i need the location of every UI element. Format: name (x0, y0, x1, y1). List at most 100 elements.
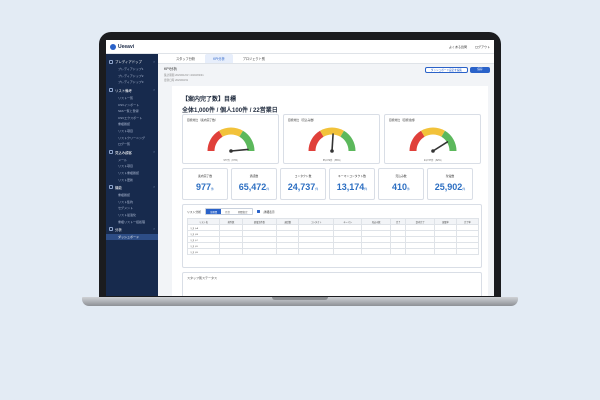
sidebar-item[interactable]: リスト最適化 (118, 212, 137, 217)
kpi-unit: 件 (211, 187, 215, 191)
sidebar-section-0[interactable]: プレディアドップ ˄ (106, 57, 158, 66)
save-button[interactable]: 保存 (470, 67, 490, 73)
gauge-green-arc (441, 130, 457, 152)
sidebar-item[interactable]: セグメント (118, 206, 134, 211)
kpi-value: 410 (391, 182, 407, 192)
gauge-caption: 24,737件（82%） (423, 159, 444, 162)
logout-link[interactable]: ログアウト (474, 44, 490, 49)
goal-block: 【案内完了数】目標 全体1,000件 / 個人100件 / 22営業日 (172, 86, 488, 114)
table-cell (241, 248, 278, 255)
gauge-needle (230, 148, 249, 152)
app-logo[interactable]: Ueeavi (110, 43, 134, 50)
table-cell (405, 248, 435, 255)
sidebar-item[interactable]: リスト項目 (118, 164, 134, 169)
segment-range[interactable]: 期間指定 (237, 210, 248, 214)
logo-icon (110, 43, 116, 50)
laptop-base (82, 297, 518, 306)
table-row[interactable]: リストE (186, 248, 480, 255)
list-analysis-title: リスト分析 (187, 209, 201, 214)
section-icon (109, 59, 113, 64)
gauge-hub (229, 149, 233, 153)
segment-all[interactable]: 全期間 (206, 209, 222, 214)
sidebar-item[interactable]: メール (118, 157, 128, 162)
sidebar-section-label: 分析 (115, 227, 122, 232)
sidebar-section-label: プレディアドップ (115, 60, 142, 64)
gauge-needle (432, 141, 449, 152)
kpi-value: 65,472 (238, 182, 267, 192)
gauge-yellow-arc (219, 127, 243, 137)
sidebar-item[interactable]: 重複リスト一括処理 (118, 219, 146, 224)
table-cell (276, 248, 300, 255)
table-cell (298, 248, 335, 255)
gauge-green-arc (239, 130, 255, 152)
staff-status-title: スタッフ別ステータス (187, 276, 218, 280)
sidebar-item[interactable]: リスト項目 (118, 129, 134, 134)
faq-link[interactable]: よくある質問 (448, 44, 467, 49)
kpi-value: 25,902 (434, 182, 463, 192)
kpi-card: 見込み数 410件 (378, 168, 424, 200)
kpi-card: コンタクト数 24,737件 (280, 168, 326, 200)
detail-checkbox[interactable] (256, 210, 260, 213)
kpi-unit: 件 (266, 187, 270, 191)
gauge-title: 目標対比（見込み数） (288, 118, 316, 122)
gauge-card: 目標対比（見込み数） 65,472件（65%） (283, 114, 380, 164)
sidebar-item[interactable]: SFA一覧と登録 (118, 109, 139, 114)
sidebar-item[interactable]: リスト更新 (118, 177, 134, 182)
table-cell (455, 248, 480, 255)
period-text: 集計期間 2023/01/01〜2023/03/31 (164, 74, 204, 77)
edit-dashboard-button[interactable]: ダッシュボード設定を編集 (424, 67, 468, 73)
gauge-card: 目標対比（案内完了数） 977件（97%） (182, 114, 279, 164)
sidebar-item[interactable]: プレディアドップ2 (118, 73, 144, 78)
page-subheader: KPI分析 集計期間 2023/01/01〜2023/03/31 更新日時 20… (158, 64, 494, 86)
sidebar-section-4[interactable]: 分析 ˄ (106, 225, 158, 234)
kpi-card: 案内完了数 977件 (182, 168, 228, 200)
sidebar-item[interactable]: 重複確認 (118, 122, 131, 127)
kpi-value-wrap: 977件 (183, 182, 227, 192)
main-area: スタッフ分析 KPI分析 プロジェクト別 KPI分析 集計期間 2023/01/… (158, 54, 494, 296)
sidebar-item[interactable]: CSVエクスポート (118, 115, 143, 120)
chevron-up-icon: ˄ (153, 185, 155, 190)
sidebar-item[interactable]: プレディアドップ1 (118, 67, 144, 72)
section-icon (109, 150, 113, 155)
table-row[interactable]: リストD (186, 242, 480, 249)
sidebar-item[interactable]: リスト重複確認 (118, 171, 140, 176)
sidebar-item[interactable]: CSVインポート (118, 102, 140, 107)
gauge-yellow-arc (320, 127, 344, 137)
kpi-value-wrap: 13,174件 (330, 182, 374, 192)
tab-kpi[interactable]: KPI分析 (205, 54, 233, 63)
sidebar-section-3[interactable]: 機能 ˄ (106, 183, 158, 192)
tab-project[interactable]: プロジェクト別 (242, 57, 265, 61)
gauge-red-arc (409, 130, 425, 152)
sidebar-item[interactable]: リスト集約 (118, 199, 134, 204)
sidebar-item[interactable]: 重複確認 (118, 193, 131, 198)
chevron-up-icon: ˄ (153, 59, 155, 64)
sidebar-section-label: リスト備考 (115, 88, 132, 93)
sidebar-item[interactable]: ダッシュボード (106, 233, 158, 241)
sidebar-section-2[interactable]: 見込み顧客 ˄ (106, 148, 158, 157)
kpi-card: 架電数 25,902件 (427, 168, 473, 200)
segment-monthly[interactable]: 月次 (225, 210, 230, 214)
laptop-screen: Ueeavi よくある質問 ログアウト プレディアドップ ˄ プレディアドップ1 プレ… (106, 40, 494, 296)
kpi-label: 架電数 (445, 174, 455, 178)
table-cell (219, 248, 243, 255)
table-row[interactable]: リストC (186, 236, 480, 243)
gauge-yellow-arc (421, 127, 445, 137)
sidebar-item[interactable]: ログ一覧 (118, 142, 131, 147)
laptop-notch (272, 297, 328, 300)
gauge-hub (431, 149, 435, 153)
gauge-red-arc (207, 130, 223, 152)
section-icon (109, 227, 113, 232)
sidebar-item[interactable]: リスト一覧 (118, 96, 134, 101)
chevron-up-icon: ˄ (153, 88, 155, 93)
staff-status: スタッフ別ステータス (182, 272, 482, 296)
sidebar-section-1[interactable]: リスト備考 ˄ (106, 86, 158, 95)
table-cell (333, 248, 363, 255)
kpi-value-wrap: 65,472件 (232, 182, 276, 192)
tab-staff[interactable]: スタッフ分析 (176, 57, 196, 61)
list-analysis: リスト分析 全期間 月次 期間指定 詳細表示 リスト名 総件数 架電済件数 通話数 コン… (182, 204, 482, 268)
gauge-title: 目標対比（目標達成） (389, 118, 417, 122)
sidebar-item[interactable]: リストクリーニング (118, 135, 146, 140)
kpi-label: 通話数 (249, 174, 259, 178)
sidebar-item[interactable]: プレディアドップ3 (118, 80, 144, 85)
gauge-needle (331, 133, 334, 152)
